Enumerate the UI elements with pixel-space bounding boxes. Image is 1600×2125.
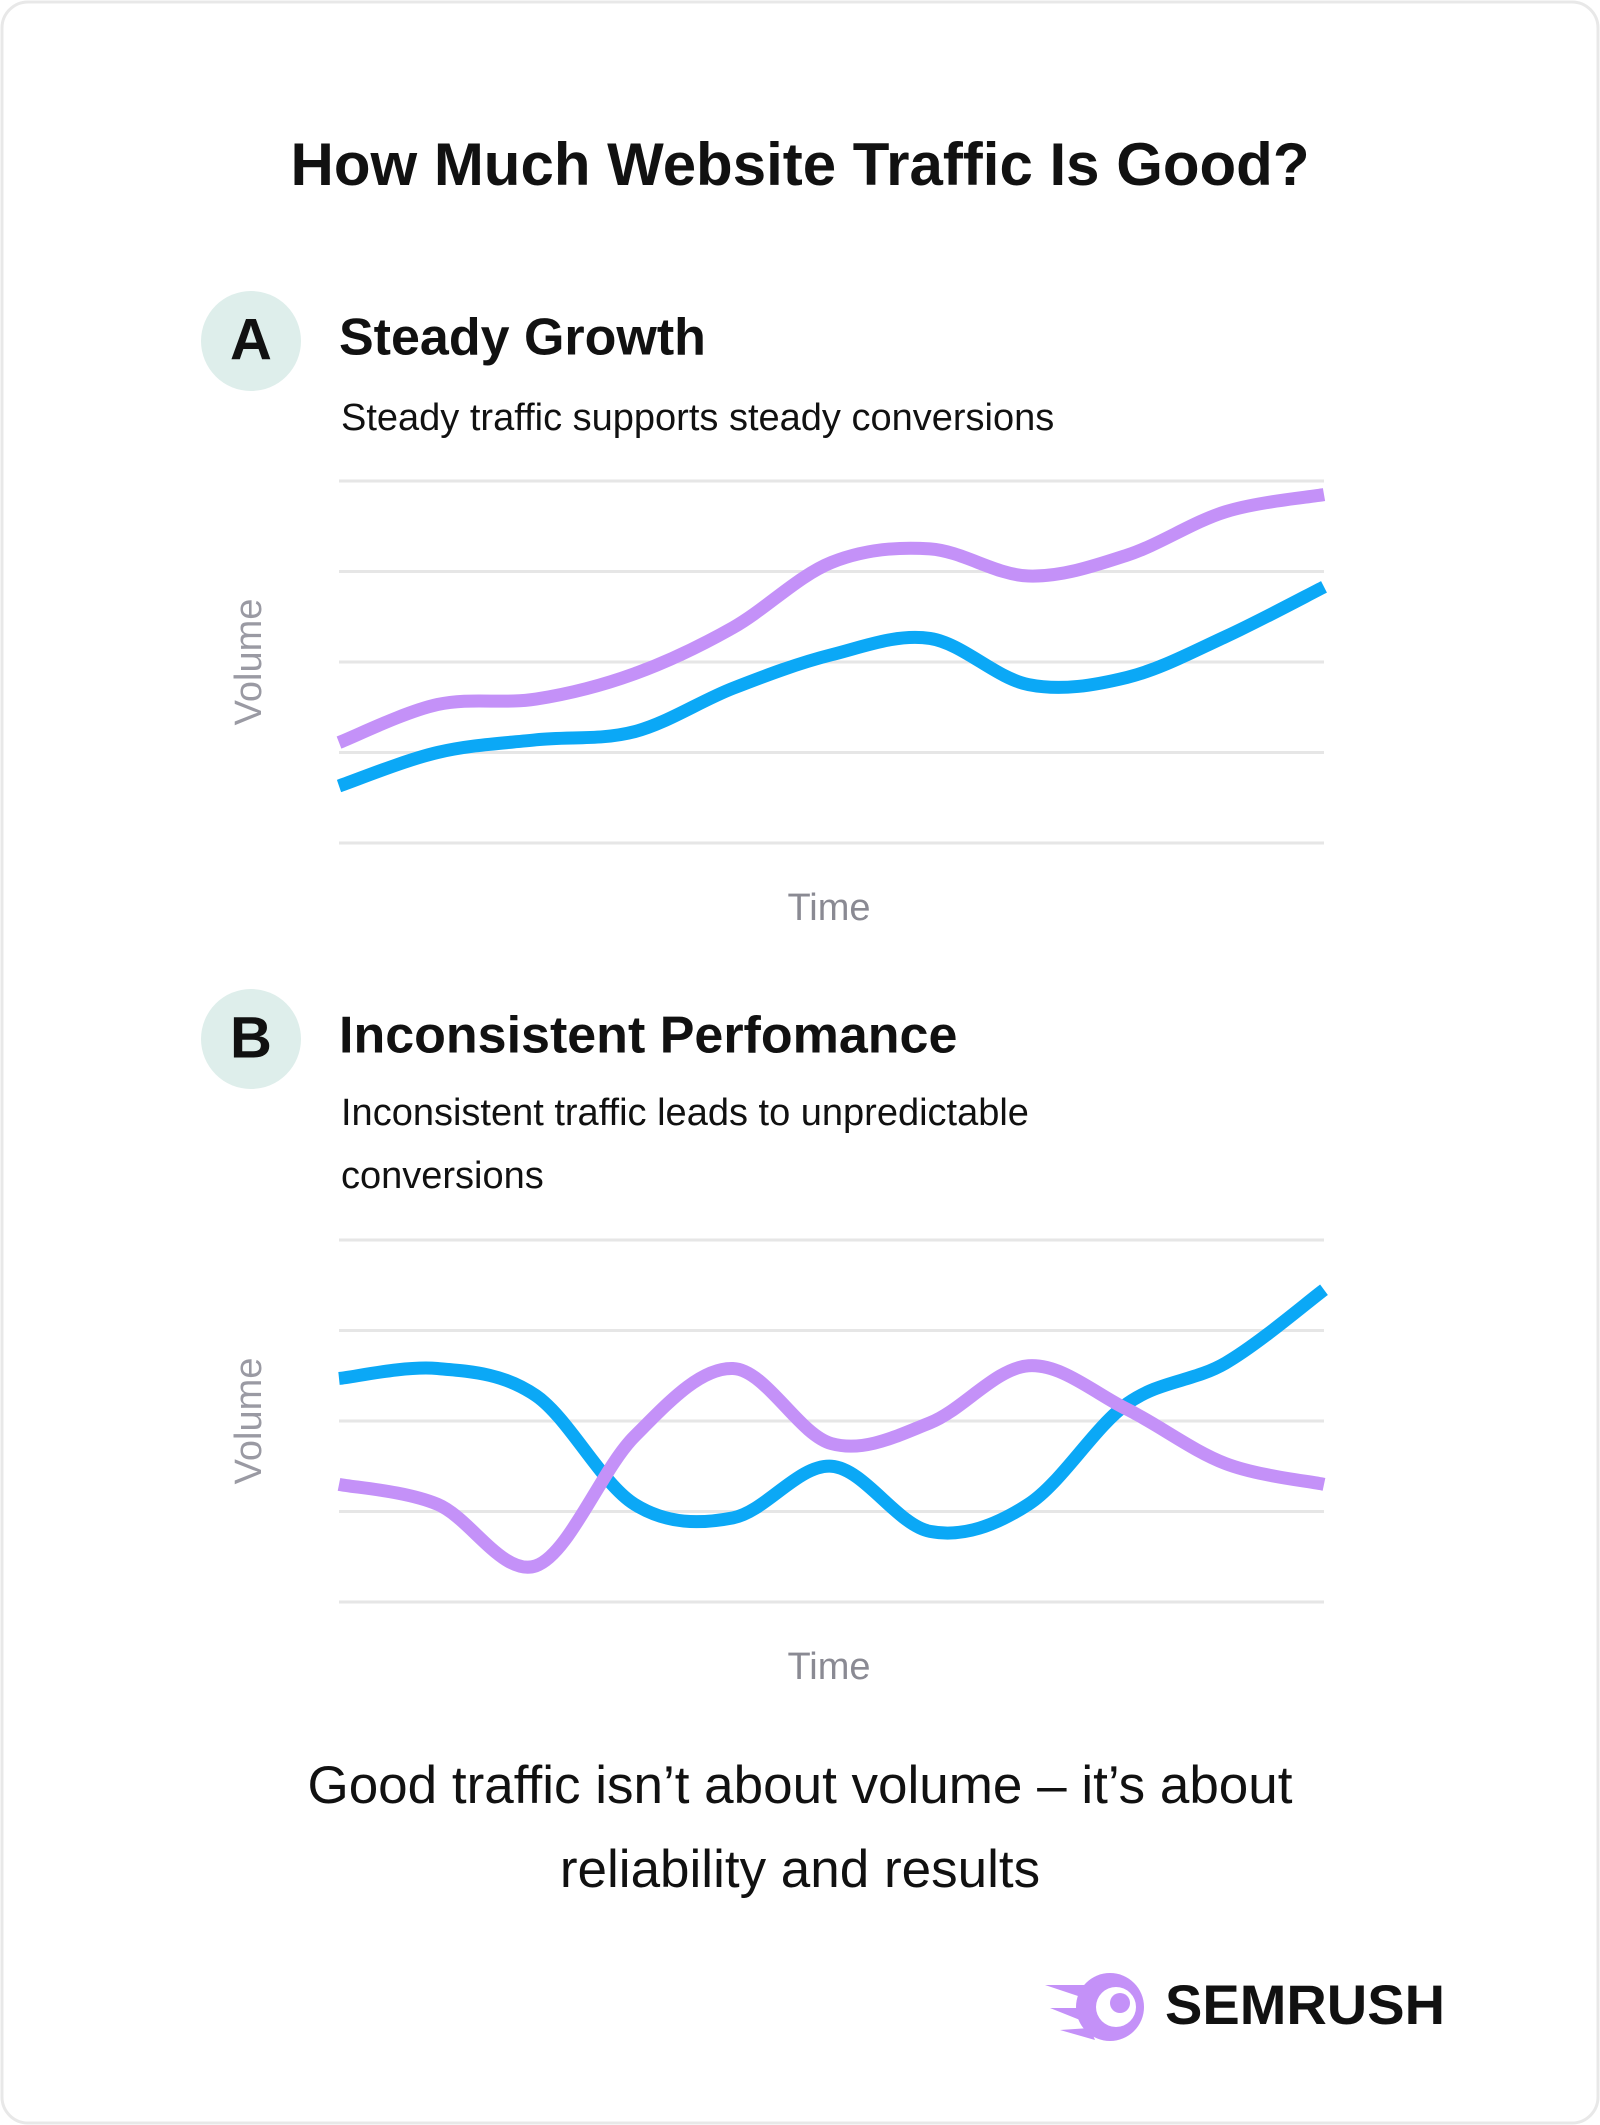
x-axis-label: Time bbox=[787, 887, 870, 929]
logo-text: SEMRUSH bbox=[1165, 1973, 1445, 2036]
series-line bbox=[336, 581, 1327, 793]
badge-letter: A bbox=[230, 307, 272, 372]
badge-circle bbox=[201, 291, 301, 391]
badge-circle bbox=[201, 989, 301, 1089]
chart-subtitle: conversions bbox=[341, 1155, 544, 1197]
chart-subtitle: Inconsistent traffic leads to unpredicta… bbox=[341, 1092, 1029, 1134]
badge-letter: B bbox=[230, 1005, 272, 1070]
series-line bbox=[338, 1284, 1328, 1540]
chart-subtitle: Steady traffic supports steady conversio… bbox=[341, 397, 1054, 439]
y-axis-label: Volume bbox=[228, 1358, 270, 1485]
footer-line: Good traffic isn’t about volume – it’s a… bbox=[307, 1756, 1292, 1815]
chart-title: Steady Growth bbox=[339, 309, 706, 367]
x-axis-label: Time bbox=[787, 1646, 870, 1688]
logo-icon bbox=[1045, 1973, 1144, 2041]
footer-line: reliability and results bbox=[560, 1840, 1040, 1899]
title: How Much Website Traffic Is Good? bbox=[291, 131, 1310, 198]
y-axis-label: Volume bbox=[228, 599, 270, 726]
series-line bbox=[336, 488, 1326, 749]
series-line bbox=[337, 1359, 1326, 1574]
chart-title: Inconsistent Perfomance bbox=[339, 1007, 957, 1065]
